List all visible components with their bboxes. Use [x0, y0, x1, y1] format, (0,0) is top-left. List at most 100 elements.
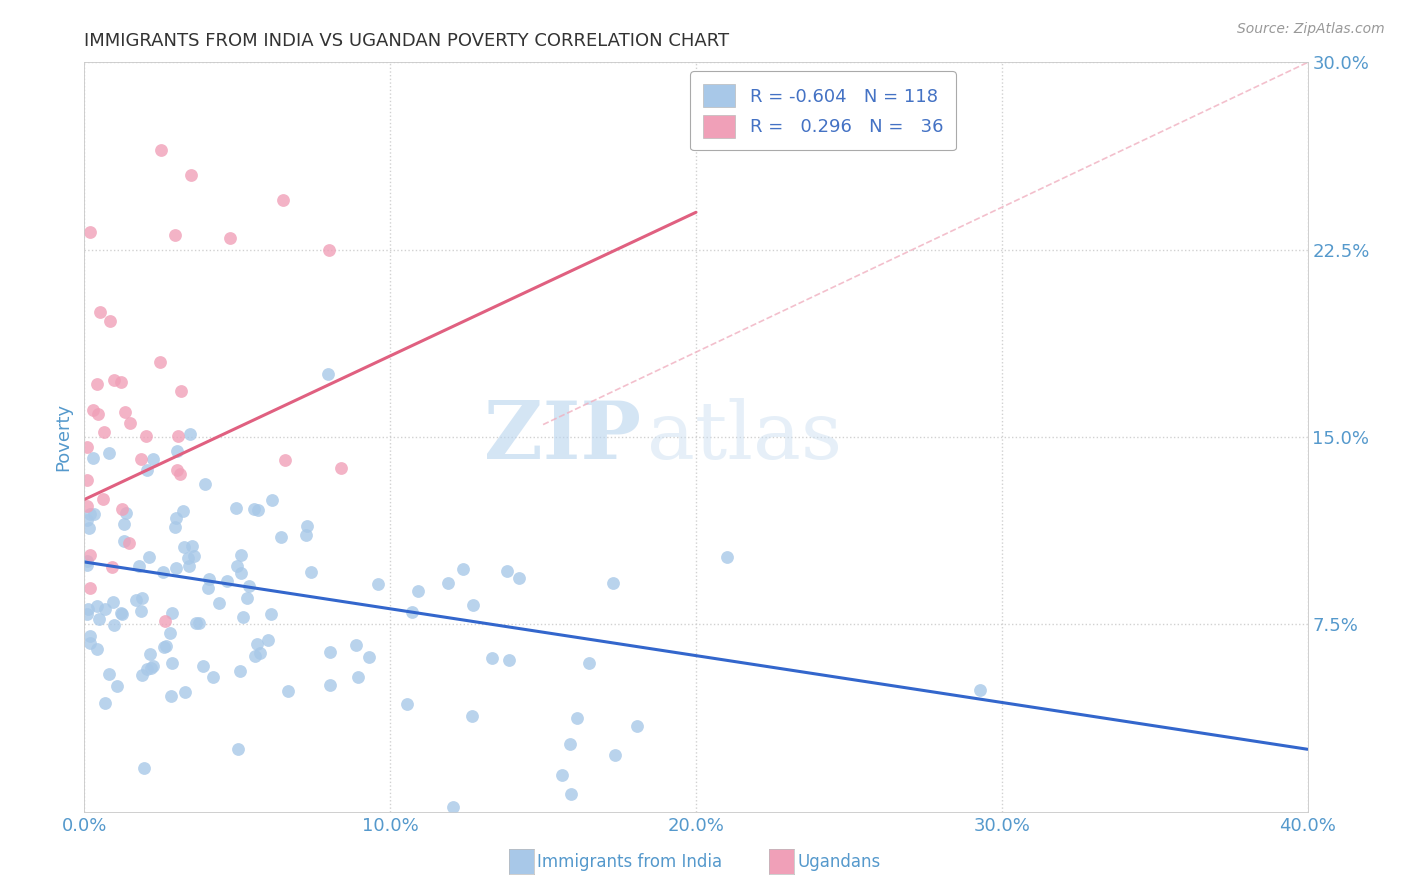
Point [76, 513, 98, 527]
Point [578, 656, 600, 670]
Point [271, 193, 294, 207]
Point [105, 680, 128, 694]
Point [83, 507, 105, 521]
Point [111, 501, 134, 516]
Point [76, 474, 98, 488]
Point [149, 355, 172, 369]
Y-axis label: Poverty: Poverty [55, 403, 73, 471]
Point [131, 667, 153, 681]
Point [114, 405, 136, 419]
Point [112, 533, 135, 548]
Point [82, 450, 104, 465]
Text: Immigrants from India: Immigrants from India [537, 853, 723, 871]
Point [103, 618, 125, 632]
Point [166, 463, 188, 477]
Point [359, 649, 381, 664]
Point [86, 376, 108, 391]
Point [229, 548, 252, 562]
Point [135, 429, 157, 443]
Point [131, 451, 153, 466]
Point [165, 227, 187, 242]
Point [219, 231, 242, 245]
Point [481, 651, 503, 665]
Point [79, 548, 101, 562]
Point [406, 583, 429, 598]
Point [969, 682, 991, 697]
Point [94, 602, 117, 616]
Point [183, 549, 205, 564]
Point [194, 476, 217, 491]
Point [76, 440, 98, 454]
Point [160, 689, 183, 703]
Point [179, 427, 201, 442]
Point [172, 504, 194, 518]
Point [77, 521, 100, 535]
Text: atlas: atlas [647, 398, 842, 476]
Point [401, 605, 423, 619]
Point [165, 560, 187, 574]
Point [159, 626, 181, 640]
Point [160, 657, 183, 671]
Point [142, 452, 165, 467]
Point [134, 761, 156, 775]
Point [110, 606, 132, 620]
Point [118, 536, 141, 550]
Point [184, 615, 207, 630]
Point [177, 551, 200, 566]
Legend: R = -0.604   N = 118, R =   0.296   N =   36: R = -0.604 N = 118, R = 0.296 N = 36 [690, 71, 956, 151]
Point [246, 637, 269, 651]
Point [201, 670, 224, 684]
Point [87, 407, 110, 421]
Point [155, 639, 177, 653]
Point [76, 558, 98, 572]
Point [257, 633, 280, 648]
Point [330, 461, 353, 475]
Point [316, 367, 339, 381]
Point [274, 453, 297, 467]
Point [395, 697, 418, 711]
Point [246, 502, 269, 516]
Point [163, 520, 186, 534]
Point [187, 615, 209, 630]
Point [79, 225, 101, 239]
Point [76, 500, 98, 514]
Point [344, 638, 367, 652]
Point [495, 564, 517, 578]
Point [560, 787, 582, 801]
Point [270, 530, 292, 544]
Point [77, 602, 100, 616]
Point [319, 645, 342, 659]
Point [153, 640, 176, 654]
Point [319, 678, 342, 692]
Point [93, 425, 115, 439]
Point [437, 576, 460, 591]
Point [139, 661, 162, 675]
Point [277, 684, 299, 698]
Point [295, 528, 318, 542]
Point [260, 493, 283, 508]
Point [243, 502, 266, 516]
Point [110, 375, 132, 389]
Point [318, 243, 340, 257]
Point [112, 516, 135, 531]
Point [367, 576, 389, 591]
Point [93, 696, 115, 710]
Point [225, 500, 247, 515]
Point [152, 566, 174, 580]
Point [86, 599, 108, 614]
Point [131, 591, 153, 605]
Text: ZIP: ZIP [484, 398, 641, 476]
Point [169, 467, 191, 482]
Point [225, 558, 247, 573]
Point [166, 429, 188, 443]
Point [198, 572, 221, 586]
Point [565, 711, 588, 725]
Point [232, 610, 254, 624]
Point [136, 662, 159, 676]
Text: IMMIGRANTS FROM INDIA VS UGANDAN POVERTY CORRELATION CHART: IMMIGRANTS FROM INDIA VS UGANDAN POVERTY… [84, 32, 730, 50]
Point [115, 507, 138, 521]
Point [174, 685, 197, 699]
Point [260, 607, 283, 622]
Point [76, 607, 98, 621]
Point [79, 635, 101, 649]
